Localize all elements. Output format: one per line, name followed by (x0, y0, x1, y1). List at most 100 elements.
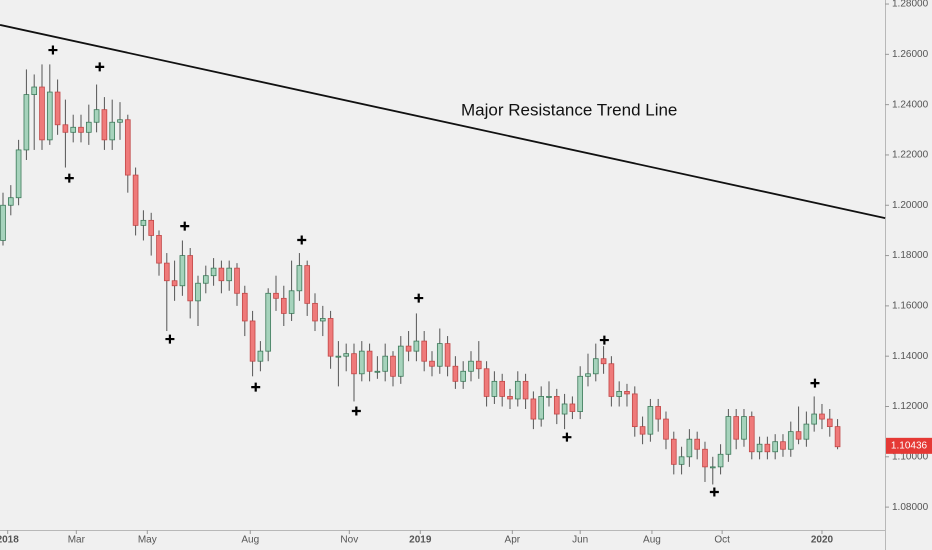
candle-body (631, 393, 638, 428)
candle-body (530, 398, 537, 420)
candle-body (460, 370, 467, 382)
candle-body (179, 255, 186, 287)
x-tick-label: Mar (68, 535, 86, 546)
x-tick-label: May (138, 535, 157, 546)
candle-body (413, 340, 420, 352)
candle-body (795, 431, 802, 440)
candle-body (85, 121, 92, 133)
y-tick-label: 1.28000 (892, 0, 929, 10)
candle-body (343, 353, 350, 357)
pivot-mark (48, 45, 58, 55)
pivot-mark (709, 487, 719, 497)
y-tick-label: 1.10000 (892, 451, 929, 462)
candle-body (187, 255, 194, 302)
candle-body (202, 275, 209, 284)
candle-body (226, 267, 233, 282)
candle-body (444, 343, 451, 367)
candle-body (257, 350, 264, 362)
candle-body (374, 370, 381, 373)
candle-body (553, 396, 560, 415)
candle-body (124, 119, 131, 176)
pivot-mark (351, 406, 361, 416)
candle-body (608, 363, 615, 397)
candle-body (351, 353, 357, 375)
candle-body (522, 380, 529, 400)
candle-body (600, 358, 607, 365)
candle-body (140, 219, 147, 226)
candle-body (390, 355, 396, 377)
candle-body (834, 426, 841, 448)
y-tick-label: 1.08000 (892, 502, 929, 513)
candle-body (811, 413, 817, 425)
candle-body (546, 396, 552, 398)
candle-body (288, 290, 295, 314)
candle-body (39, 86, 45, 141)
candle-body (819, 413, 825, 420)
candle-body (304, 265, 311, 304)
x-tick-label: Oct (714, 535, 730, 546)
candle-body (803, 423, 810, 440)
candle-body (249, 320, 256, 362)
candle-body (210, 267, 217, 277)
candle-body (163, 262, 170, 282)
candle-body (382, 355, 389, 372)
candle-body (538, 396, 545, 420)
candle-body (101, 109, 108, 141)
x-tick-label: 2020 (811, 535, 834, 546)
candle-body (156, 235, 162, 264)
candle-body (725, 416, 732, 455)
last-price-label: 1.10436 (891, 440, 928, 451)
candle-body (109, 121, 116, 141)
candle-body (670, 438, 677, 465)
candle-body (78, 126, 84, 133)
pivot-mark (414, 293, 424, 303)
y-tick-label: 1.24000 (892, 99, 929, 110)
y-tick-label: 1.18000 (892, 250, 929, 261)
candle-body (585, 373, 591, 377)
candle-body (117, 119, 123, 123)
candle-body (273, 292, 279, 299)
candle-body (70, 126, 77, 133)
candle-body (7, 197, 14, 206)
candle-body (483, 368, 490, 397)
pivot-mark (297, 235, 307, 245)
candle-body (234, 267, 240, 294)
x-tick-label: Aug (241, 535, 259, 546)
candle-body (31, 86, 38, 95)
pivot-mark (599, 335, 609, 345)
candle-body (148, 219, 155, 236)
candle-body (639, 426, 646, 435)
x-tick-label: Aug (643, 535, 661, 546)
x-tick-label: 2018 (0, 535, 19, 546)
y-tick-label: 1.14000 (892, 351, 929, 362)
candle-body (280, 297, 287, 314)
y-tick-label: 1.26000 (892, 49, 929, 60)
candle-body (327, 318, 334, 357)
pivot-mark (562, 432, 572, 442)
y-tick-label: 1.22000 (892, 150, 929, 161)
candle-body (366, 350, 373, 372)
candle-body (624, 391, 630, 395)
trend-line (0, 24, 886, 219)
pivot-mark (165, 334, 175, 344)
candle-body (764, 443, 771, 453)
candle-body (132, 174, 139, 226)
candle-body (93, 109, 100, 123)
candle-body (826, 418, 833, 428)
candle-body (0, 204, 6, 241)
x-tick-label: Jun (572, 535, 588, 546)
candle-body (592, 358, 599, 375)
x-tick-label: Nov (340, 535, 358, 546)
candle-body (616, 391, 623, 397)
candle-body (15, 149, 22, 199)
candle-body (499, 380, 506, 397)
candle-body (421, 340, 428, 362)
candle-body (405, 345, 412, 352)
annotation: Major Resistance Trend Line (461, 100, 677, 119)
candle-body (265, 292, 272, 352)
pivot-mark (180, 221, 190, 231)
last-price-box (886, 437, 932, 454)
candle-body (475, 360, 482, 370)
